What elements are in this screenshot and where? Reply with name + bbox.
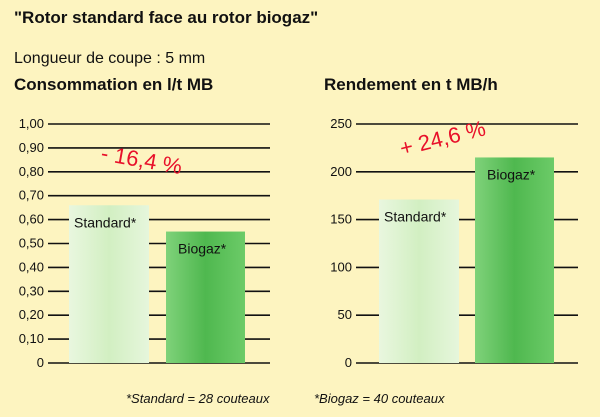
y-tick-label: 1,00 <box>19 116 44 131</box>
change-annotation: + 24,6 % <box>397 115 488 160</box>
y-tick-label: 0,10 <box>19 331 44 346</box>
y-tick-label: 250 <box>330 116 352 131</box>
chart-title: Rendement en t MB/h <box>324 75 498 94</box>
chart-title: Consommation en l/t MB <box>14 75 213 94</box>
bar-label: Standard* <box>384 209 447 225</box>
y-tick-label: 0,60 <box>19 212 44 227</box>
bar-standard <box>69 205 149 363</box>
footnote-biogaz: *Biogaz = 40 couteaux <box>314 391 445 406</box>
change-annotation: - 16,4 % <box>99 140 184 179</box>
y-tick-label: 0,90 <box>19 140 44 155</box>
y-tick-label: 0,30 <box>19 283 44 298</box>
yield-chart: Rendement en t MB/h 0 50 100 150 200 250 Standa… <box>324 75 578 370</box>
bar-label: Standard* <box>74 214 137 230</box>
bar-label: Biogaz* <box>487 166 536 182</box>
y-tick-label: 0,20 <box>19 307 44 322</box>
y-tick-label: 200 <box>330 164 352 179</box>
footnote-standard: *Standard = 28 couteaux <box>126 391 270 406</box>
y-tick-label: 0,80 <box>19 164 44 179</box>
y-tick-label: 0 <box>37 355 44 370</box>
y-tick-label: 50 <box>338 307 352 322</box>
y-tick-label: 0,50 <box>19 236 44 251</box>
y-tick-label: 0 <box>345 355 352 370</box>
consumption-chart: Consommation en l/t MB 0 0,10 0,20 0,30 0,40 0… <box>14 75 270 370</box>
page-subtitle: Longueur de coupe : 5 mm <box>14 50 206 67</box>
bar-standard <box>379 199 459 363</box>
page-title: "Rotor standard face au rotor biogaz" <box>14 8 319 27</box>
bar-biogaz <box>166 231 245 363</box>
y-tick-label: 0,70 <box>19 188 44 203</box>
bar-label: Biogaz* <box>178 241 227 257</box>
bar-biogaz <box>475 157 554 363</box>
y-tick-label: 100 <box>330 259 352 274</box>
y-tick-label: 150 <box>330 212 352 227</box>
y-tick-label: 0,40 <box>19 259 44 274</box>
